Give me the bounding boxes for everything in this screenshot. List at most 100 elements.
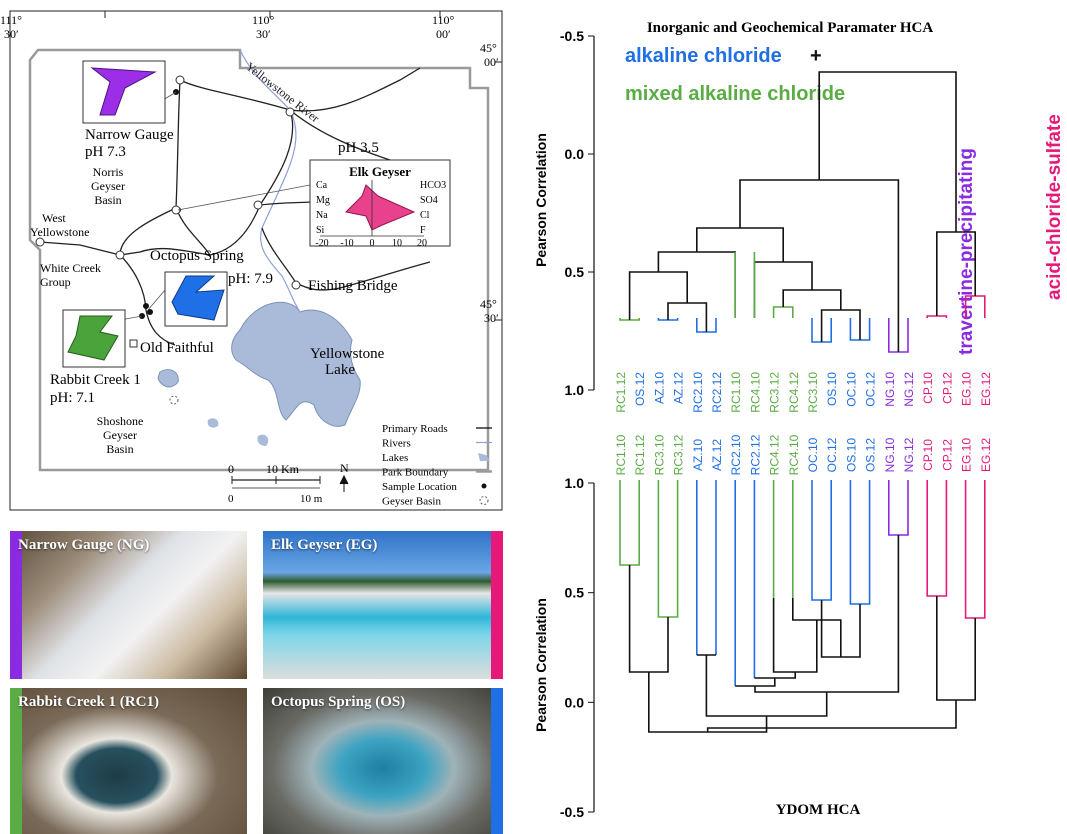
legend-label: Rivers xyxy=(382,438,411,450)
bottom-leaf-label: RC4.10 xyxy=(787,434,801,475)
lake-label: Yellowstone xyxy=(310,346,385,362)
top-leaf-label: OC.10 xyxy=(844,372,858,407)
rc-stiff-polygon xyxy=(67,315,119,361)
ng-label: Narrow Gauge xyxy=(85,127,174,143)
bottom-branch xyxy=(811,480,832,601)
eg-ion-label: Cl xyxy=(420,210,430,221)
coord-lon-111: 111° xyxy=(0,13,22,27)
sample-location-wc xyxy=(143,303,149,309)
west-yellowstone-label: West xyxy=(42,211,66,225)
shoshone-label: Shoshone xyxy=(97,414,144,428)
group-label-travertine: travertine-precipitating xyxy=(956,148,977,355)
coord-lon-110-30: 110° xyxy=(252,13,275,27)
shoshone-label: Geyser xyxy=(103,428,137,442)
junction xyxy=(253,200,263,210)
legend-lake-icon xyxy=(478,453,490,461)
bottom-branch xyxy=(735,678,776,687)
top-leaf-label: NG.10 xyxy=(883,372,897,407)
eg-ion-label: SO4 xyxy=(420,195,438,206)
bottom-branch xyxy=(706,700,957,732)
small-lake xyxy=(207,418,219,428)
bottom-ytick-label: 0.0 xyxy=(565,694,585,710)
map-legend: Primary Roads Rivers Lakes Park Boundary Sam… xyxy=(382,423,492,508)
eg-stiff-title: Elk Geyser xyxy=(349,164,411,179)
eg-axis-tick: 20 xyxy=(417,238,427,249)
park-boundary xyxy=(28,48,490,472)
top-leaf-label: RC2.12 xyxy=(710,372,724,413)
photo-elk-geyser: Elk Geyser (EG) xyxy=(263,531,503,679)
top-leaf-label: RC3.12 xyxy=(768,372,782,413)
photo-stripe xyxy=(10,531,22,679)
top-ytick-label: 1.0 xyxy=(565,382,585,398)
lake-label: Lake xyxy=(325,362,355,378)
coord-lon-111-min: 30′ xyxy=(4,27,19,41)
bottom-leaf-label: NG.10 xyxy=(883,437,897,472)
bottom-branch xyxy=(926,480,948,597)
legend-label: Primary Roads xyxy=(382,423,448,435)
top-branch xyxy=(696,227,784,262)
photo-rabbit-creek: Rabbit Creek 1 (RC1) xyxy=(10,688,247,834)
coord-lat-44-30-min: 30′ xyxy=(484,311,499,325)
top-branch xyxy=(820,309,861,342)
top-leaf-label: EG.12 xyxy=(979,372,993,406)
legend-label: Park Boundary xyxy=(382,467,449,479)
coord-lat-45: 45° xyxy=(480,41,497,55)
small-lake xyxy=(257,434,269,446)
bottom-leaf-label: RC1.10 xyxy=(614,434,628,475)
top-leaf-label: CP.10 xyxy=(921,372,935,404)
top-branch xyxy=(772,306,794,318)
bottom-leaf-label: RC4.12 xyxy=(768,434,782,475)
scale-km-0: 0 xyxy=(228,462,234,476)
bottom-leaf-label: RC3.10 xyxy=(652,434,666,475)
ng-stiff-polygon xyxy=(90,67,157,116)
norris-label: Norris xyxy=(93,165,124,179)
eg-axis-tick: 10 xyxy=(392,238,402,249)
bottom-leaf-label: CP.10 xyxy=(921,439,935,471)
top-branch xyxy=(739,179,900,352)
bottom-leaf-label: EG.10 xyxy=(960,438,974,472)
bottom-branch xyxy=(754,535,900,693)
rc-ph: pH: 7.1 xyxy=(50,390,95,406)
bottom-branch xyxy=(772,598,818,673)
top-leaf-label: EG.10 xyxy=(960,372,974,406)
top-leaf-label: AZ.10 xyxy=(652,372,666,404)
bottom-ylabel: Pearson Correlation xyxy=(533,598,549,732)
eg-ion-label: Na xyxy=(316,210,328,221)
top-leaf-label: NG.12 xyxy=(902,372,916,407)
eg-axis-tick: 0 xyxy=(370,238,375,249)
old-faithful-label: Old Faithful xyxy=(140,340,214,356)
yellowstone-map: 111° 30′ 110° 30′ 110° 00′ 45° 00′ 45° 3… xyxy=(0,10,503,511)
bottom-leaf-label: OS.10 xyxy=(844,438,858,472)
eg-ion-label: HCO3 xyxy=(420,180,446,191)
junction xyxy=(285,107,295,117)
photo-narrow-gauge: Narrow Gauge (NG) xyxy=(10,531,247,679)
bottom-leaf-label: RC2.10 xyxy=(729,434,743,475)
top-leaf-label: OS.12 xyxy=(633,372,647,406)
geyser-basin-marker xyxy=(169,395,179,405)
eg-ph: pH 3.5 xyxy=(338,140,379,156)
top-dendrogram-title: Inorganic and Geochemical Paramater HCA xyxy=(647,20,934,36)
top-leaf-label: RC4.10 xyxy=(748,372,762,413)
bottom-leaf-label: RC3.12 xyxy=(672,434,686,475)
bottom-leaf-label: RC1.12 xyxy=(633,434,647,475)
bottom-branch xyxy=(648,672,768,733)
shoshone-label: Basin xyxy=(106,442,133,456)
rc-label: Rabbit Creek 1 xyxy=(50,372,141,388)
coord-lat-44-30: 45° xyxy=(480,297,497,311)
legend-label: Sample Location xyxy=(382,481,457,493)
bottom-dendrogram-title: YDOM HCA xyxy=(776,802,861,818)
bottom-branch xyxy=(754,672,796,679)
top-ytick-label: 0.0 xyxy=(565,146,585,162)
white-creek-label: White Creek xyxy=(40,261,101,275)
bottom-leaf-label: AZ.12 xyxy=(710,439,724,471)
junction xyxy=(35,237,45,247)
scale-m-10: 10 m xyxy=(300,493,323,505)
bottom-branch xyxy=(964,480,986,619)
bottom-ytick-label: 0.5 xyxy=(565,585,585,601)
bottom-branch xyxy=(657,480,679,618)
bottom-leaf-label: EG.12 xyxy=(979,438,993,472)
junction xyxy=(175,75,185,85)
scale-km-10: 10 Km xyxy=(266,462,300,476)
top-leaf-label: AZ.12 xyxy=(672,372,686,404)
